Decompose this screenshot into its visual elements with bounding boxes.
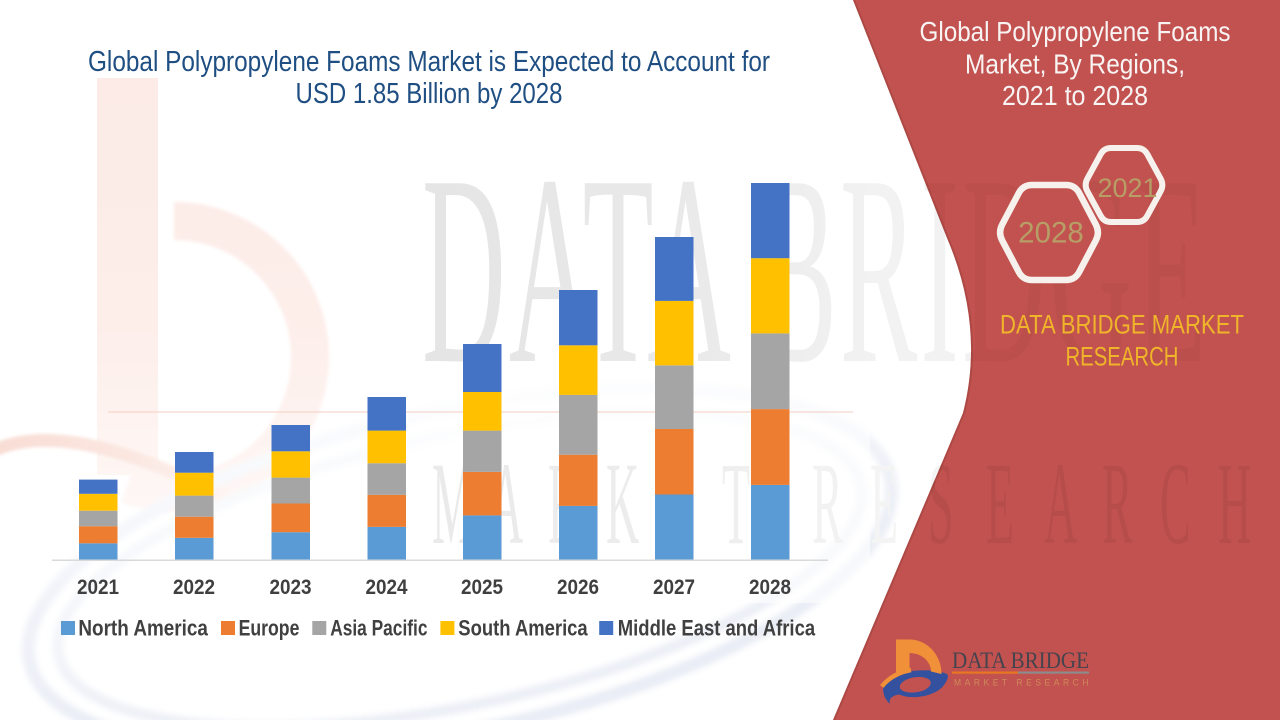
- svg-text:2025: 2025: [461, 576, 503, 599]
- svg-text:DATA BRIDGE: DATA BRIDGE: [952, 648, 1089, 673]
- svg-text:North America: North America: [78, 616, 208, 641]
- svg-text:2028: 2028: [749, 576, 791, 599]
- svg-text:2026: 2026: [557, 576, 599, 599]
- svg-text:RESEARCH: RESEARCH: [1066, 342, 1179, 372]
- svg-text:Market, By Regions,: Market, By Regions,: [965, 49, 1185, 80]
- svg-text:Global Polypropylene Foams Mar: Global Polypropylene Foams Market is Exp…: [88, 46, 770, 78]
- svg-text:2028: 2028: [1018, 217, 1084, 250]
- svg-text:Middle East and Africa: Middle East and Africa: [618, 616, 816, 641]
- svg-text:2021: 2021: [77, 576, 119, 599]
- svg-text:Global Polypropylene Foams: Global Polypropylene Foams: [920, 16, 1231, 47]
- svg-text:2023: 2023: [270, 576, 312, 599]
- svg-text:2022: 2022: [173, 576, 215, 599]
- svg-text:South America: South America: [458, 616, 588, 641]
- svg-text:2024: 2024: [366, 576, 408, 599]
- svg-text:Europe: Europe: [239, 616, 300, 641]
- svg-text:2027: 2027: [653, 576, 695, 599]
- svg-text:USD 1.85 Billion by 2028: USD 1.85 Billion by 2028: [296, 78, 563, 110]
- svg-text:Asia Pacific: Asia Pacific: [330, 616, 427, 641]
- svg-text:DATA BRIDGE MARKET: DATA BRIDGE MARKET: [1000, 310, 1244, 340]
- svg-text:2021 to 2028: 2021 to 2028: [1002, 80, 1148, 111]
- svg-text:MARKET RESEARCH: MARKET RESEARCH: [954, 678, 1092, 689]
- svg-text:2021: 2021: [1097, 173, 1157, 203]
